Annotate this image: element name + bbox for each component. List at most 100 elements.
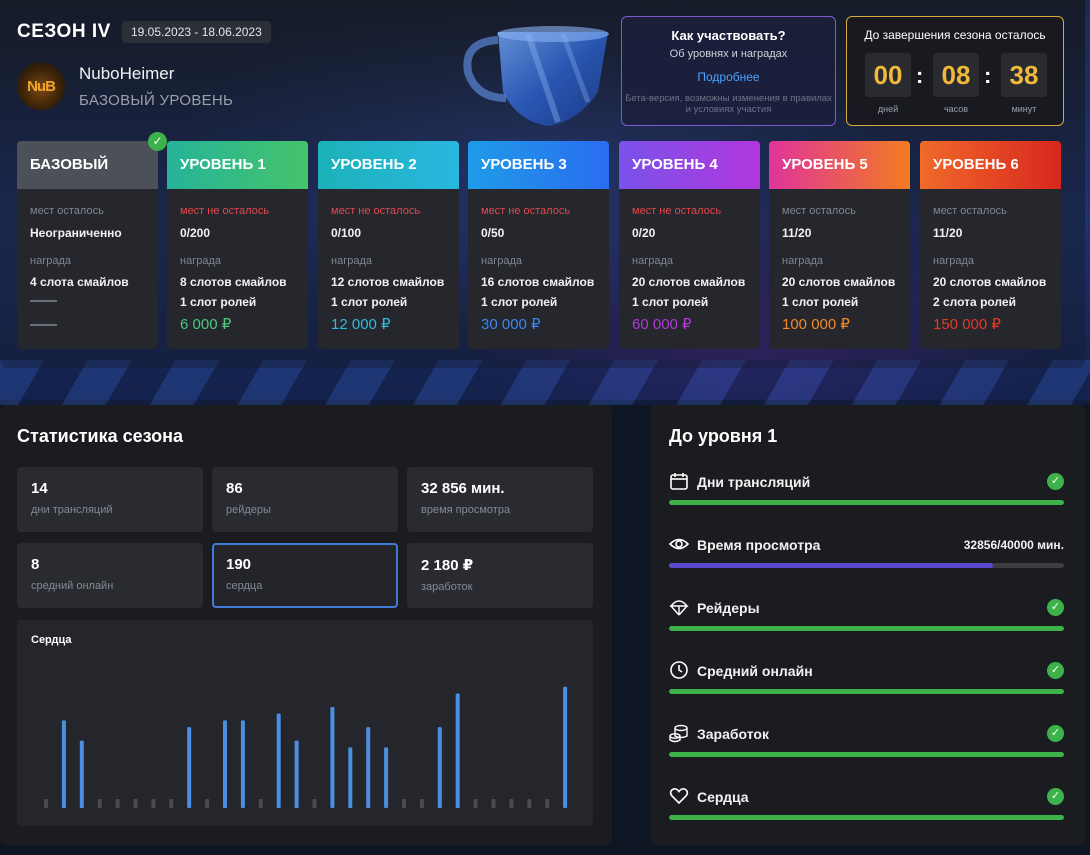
stat-label: заработок [421, 581, 473, 593]
reward-emotes: 8 слотов смайлов [180, 275, 287, 289]
places-value: 0/200 [180, 226, 211, 240]
chart-bar[interactable] [563, 686, 568, 808]
goal-earnings: Заработок ✓ [669, 724, 1064, 765]
stat-tile-avg-online[interactable]: 8 средний онлайн [17, 543, 203, 608]
stat-tile-watch-time[interactable]: 32 856 мин. время просмотра [407, 467, 593, 532]
check-icon: ✓ [1047, 662, 1064, 679]
season-timer: До завершения сезона осталось 00 дней : … [846, 16, 1064, 126]
level-card-3[interactable]: УРОВЕНЬ 3 мест не осталось 0/50 награда … [468, 141, 609, 349]
chart-bar[interactable] [169, 799, 174, 808]
chart-bar[interactable] [205, 799, 210, 808]
places-value: 11/20 [933, 226, 963, 240]
stat-value: 2 180 ₽ [421, 557, 474, 574]
stat-label: рейдеры [226, 504, 271, 516]
places-value: 0/100 [331, 226, 362, 240]
chart-bar[interactable] [258, 799, 263, 808]
chart-bar[interactable] [330, 706, 335, 808]
chart-bar[interactable] [61, 720, 66, 808]
places-value: Неограниченно [30, 226, 122, 240]
empty-dash [30, 300, 57, 302]
chart-bar[interactable] [419, 799, 424, 808]
chart-bar[interactable] [312, 799, 317, 808]
chart-bar[interactable] [187, 727, 192, 808]
trophy-icon [463, 26, 609, 126]
season-stats-panel: Статистика сезона 14 дни трансляций 86 р… [0, 405, 612, 845]
timer-hours-value: 08 [933, 53, 979, 97]
chart-bar[interactable] [240, 720, 245, 808]
chart-bar[interactable] [223, 720, 227, 808]
chart-bar[interactable] [276, 713, 281, 808]
chart-bar[interactable] [384, 747, 389, 808]
stat-tile-raiders[interactable]: 86 рейдеры [212, 467, 398, 532]
goal-raiders: Рейдеры ✓ [669, 599, 1064, 639]
check-icon: ✓ [148, 132, 167, 151]
goal-stream-days: Дни трансляций ✓ [669, 473, 1064, 513]
chart-bar[interactable] [455, 693, 460, 808]
reward-roles: 1 слот ролей [331, 295, 408, 309]
goal-label: Рейдеры [697, 600, 760, 616]
timer-separator: : [916, 63, 924, 88]
chart-bar[interactable] [437, 727, 442, 808]
chart-bar[interactable] [545, 799, 550, 808]
level-price: 60 000 ₽ [632, 316, 692, 333]
stat-label: средний онлайн [31, 580, 114, 592]
chart-bar[interactable] [294, 740, 299, 808]
timer-hours-label: часов [943, 104, 969, 114]
goal-progress-track [669, 815, 1064, 820]
chart-bar[interactable] [79, 740, 84, 808]
timer-days-value: 00 [865, 53, 911, 97]
timer-row: 00 дней : 08 часов : 38 минут [865, 53, 1047, 114]
timer-hours: 08 часов [933, 53, 979, 114]
places-label: мест не осталось [180, 205, 270, 217]
hearts-chart: Сердца [17, 620, 593, 826]
goal-avg-online: Средний онлайн ✓ [669, 661, 1064, 702]
chart-bar[interactable] [473, 799, 478, 808]
stat-tile-earnings[interactable]: 2 180 ₽ заработок [407, 543, 593, 608]
goal-progress-fill [669, 752, 1064, 757]
stat-tile-stream-days[interactable]: 14 дни трансляций [17, 467, 203, 532]
chart-bar[interactable] [366, 727, 371, 808]
goal-watch-time: Время просмотра 32856/40000 мин. [669, 536, 1064, 576]
level-card-4[interactable]: УРОВЕНЬ 4 мест не осталось 0/20 награда … [619, 141, 760, 349]
goal-progress-fill [669, 500, 1064, 505]
chart-bar[interactable] [527, 799, 532, 808]
info-subtitle: Об уровнях и наградах [669, 48, 788, 60]
level-price: 100 000 ₽ [782, 316, 850, 333]
level-card-2[interactable]: УРОВЕНЬ 2 мест не осталось 0/100 награда… [318, 141, 459, 349]
level-card-1[interactable]: УРОВЕНЬ 1 мест не осталось 0/200 награда… [167, 141, 308, 349]
stat-value: 14 [31, 480, 48, 497]
stat-value: 8 [31, 556, 40, 573]
level-title: УРОВЕНЬ 3 [468, 141, 609, 189]
chart-bar[interactable] [44, 799, 48, 808]
username: NuboHeimer [79, 64, 175, 83]
chart-bar[interactable] [97, 799, 102, 808]
chart-bar[interactable] [491, 799, 496, 808]
stat-value: 86 [226, 480, 243, 497]
reward-emotes: 4 слота смайлов [30, 275, 129, 289]
reward-label: награда [632, 255, 673, 267]
stat-tile-hearts[interactable]: 190 сердца [212, 543, 398, 608]
eye-icon [669, 538, 689, 550]
reward-emotes: 12 слотов смайлов [331, 275, 445, 289]
level-card-6[interactable]: УРОВЕНЬ 6 мест осталось 11/20 награда 20… [920, 141, 1061, 349]
goal-label: Средний онлайн [697, 663, 813, 679]
user-level: БАЗОВЫЙ УРОВЕНЬ [79, 92, 234, 109]
calendar-icon [670, 473, 688, 490]
level-price: 12 000 ₽ [331, 316, 391, 333]
stat-label: время просмотра [421, 504, 511, 516]
level-card-base[interactable]: БАЗОВЫЙ мест осталось Неограниченно нагр… [17, 132, 167, 349]
next-level-panel: До уровня 1 Дни трансляций ✓ Время просм… [650, 405, 1085, 845]
reward-roles: 2 слота ролей [933, 295, 1016, 309]
chart-bar[interactable] [151, 799, 156, 808]
timer-minutes-value: 38 [1001, 53, 1047, 97]
clock-icon [670, 661, 688, 679]
chart-bar[interactable] [348, 747, 353, 808]
chart-bar[interactable] [133, 799, 138, 808]
goal-label: Заработок [697, 726, 769, 742]
chart-bar[interactable] [115, 799, 120, 808]
chart-bar[interactable] [402, 799, 406, 808]
level-card-5[interactable]: УРОВЕНЬ 5 мест осталось 11/20 награда 20… [769, 141, 910, 349]
more-info-link[interactable]: Подробнее [697, 70, 760, 84]
chart-bar[interactable] [509, 799, 514, 808]
level-title: УРОВЕНЬ 5 [769, 141, 910, 189]
